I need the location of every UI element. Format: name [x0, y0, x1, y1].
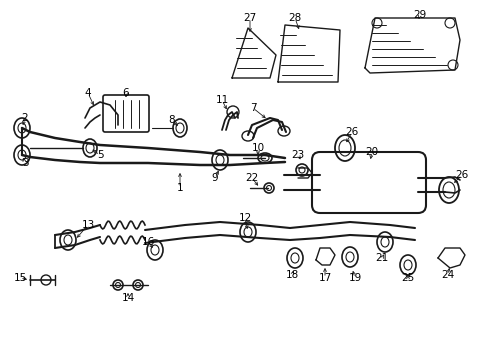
Text: 3: 3 — [21, 158, 28, 168]
Text: 17: 17 — [318, 273, 331, 283]
Text: 5: 5 — [97, 150, 103, 160]
Text: 20: 20 — [365, 147, 378, 157]
Text: 19: 19 — [347, 273, 361, 283]
Text: 15: 15 — [13, 273, 26, 283]
Text: 28: 28 — [288, 13, 301, 23]
Text: 11: 11 — [215, 95, 228, 105]
Text: 12: 12 — [238, 213, 251, 223]
Text: 21: 21 — [375, 253, 388, 263]
Text: 26: 26 — [454, 170, 468, 180]
Text: 18: 18 — [285, 270, 298, 280]
Text: 24: 24 — [441, 270, 454, 280]
Text: 8: 8 — [168, 115, 175, 125]
Text: 14: 14 — [121, 293, 134, 303]
Text: 6: 6 — [122, 88, 129, 98]
Text: 16: 16 — [141, 237, 154, 247]
Text: 27: 27 — [243, 13, 256, 23]
Text: 10: 10 — [251, 143, 264, 153]
Text: 13: 13 — [81, 220, 95, 230]
Text: 9: 9 — [211, 173, 218, 183]
Text: 25: 25 — [401, 273, 414, 283]
Text: 29: 29 — [412, 10, 426, 20]
Text: 1: 1 — [176, 183, 183, 193]
Text: 22: 22 — [245, 173, 258, 183]
Text: 23: 23 — [291, 150, 304, 160]
Text: 26: 26 — [345, 127, 358, 137]
Text: 7: 7 — [249, 103, 256, 113]
Text: 4: 4 — [84, 88, 91, 98]
Text: 2: 2 — [21, 113, 28, 123]
